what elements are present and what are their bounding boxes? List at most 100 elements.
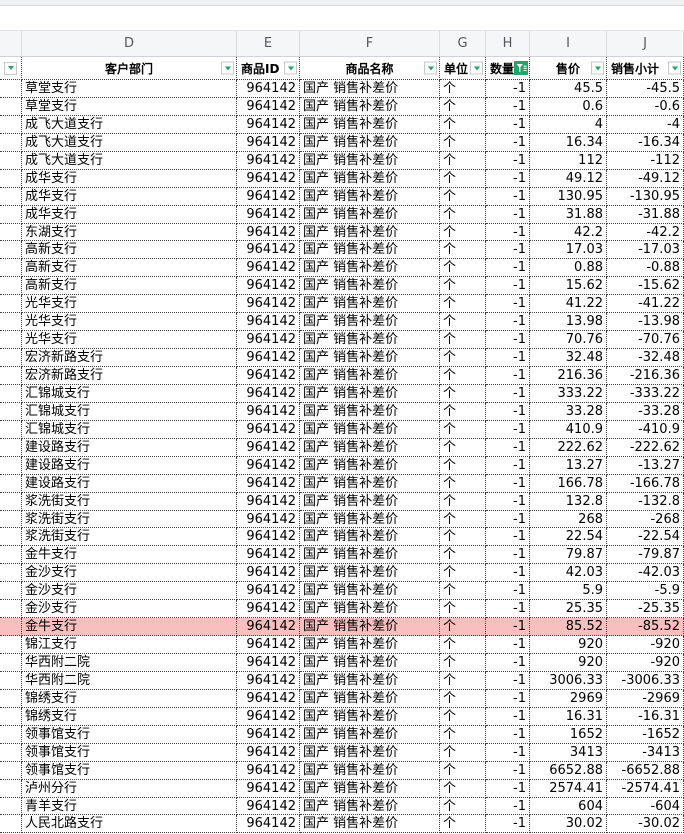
cell-subtotal[interactable]: -6652.88 (607, 761, 684, 780)
cell-unit[interactable]: 个 (440, 169, 486, 188)
cell-subtotal[interactable]: -16.31 (607, 707, 684, 726)
cell-price[interactable]: 222.62 (530, 438, 607, 457)
cell-qty[interactable]: -1 (486, 205, 530, 224)
cell-product-name[interactable]: 国产 销售补差价 (300, 743, 440, 762)
cell-product-name[interactable]: 国产 销售补差价 (300, 707, 440, 726)
cell-unit[interactable]: 个 (440, 797, 486, 816)
cell-unit[interactable]: 个 (440, 349, 486, 367)
cell-product-id[interactable]: 964142 (237, 636, 300, 654)
cell-unit[interactable]: 个 (440, 97, 486, 116)
cell-dept[interactable]: 高新支行 (22, 241, 237, 260)
column-header-f[interactable]: F (300, 31, 440, 56)
cell-product-name[interactable]: 国产 销售补差价 (300, 295, 440, 314)
cell-product-id[interactable]: 964142 (237, 402, 300, 421)
cell-price[interactable]: 216.36 (530, 367, 607, 385)
cell-product-id[interactable]: 964142 (237, 546, 300, 565)
cell-unit[interactable]: 个 (440, 743, 486, 762)
cell-subtotal[interactable]: -49.12 (607, 169, 684, 188)
cell-qty[interactable]: -1 (486, 761, 530, 780)
cell-subtotal[interactable]: -112 (607, 151, 684, 170)
cell-unit[interactable]: 个 (440, 815, 486, 834)
cell-subtotal[interactable]: -3413 (607, 743, 684, 762)
cell-stub[interactable] (0, 600, 22, 619)
cell-subtotal[interactable]: -15.62 (607, 277, 684, 296)
cell-qty[interactable]: -1 (486, 151, 530, 170)
cell-price[interactable]: 31.88 (530, 205, 607, 224)
cell-unit[interactable]: 个 (440, 259, 486, 278)
cell-qty[interactable]: -1 (486, 169, 530, 188)
cell-product-id[interactable]: 964142 (237, 456, 300, 475)
cell-price[interactable]: 3413 (530, 743, 607, 762)
cell-unit[interactable]: 个 (440, 725, 486, 744)
cell-product-id[interactable]: 964142 (237, 313, 300, 332)
cell-product-id[interactable]: 964142 (237, 169, 300, 188)
cell-qty[interactable]: -1 (486, 618, 530, 637)
cell-dept[interactable]: 草堂支行 (22, 97, 237, 116)
cell-price[interactable]: 920 (530, 654, 607, 672)
filter-cell-product-name[interactable]: 商品名称 (300, 57, 440, 80)
cell-subtotal[interactable]: -85.52 (607, 618, 684, 637)
cell-product-id[interactable]: 964142 (237, 582, 300, 601)
cell-price[interactable]: 49.12 (530, 169, 607, 188)
cell-subtotal[interactable]: -33.28 (607, 402, 684, 421)
cell-price[interactable]: 42.03 (530, 564, 607, 583)
cell-product-name[interactable]: 国产 销售补差价 (300, 815, 440, 834)
cell-unit[interactable]: 个 (440, 402, 486, 421)
cell-qty[interactable]: -1 (486, 187, 530, 206)
cell-unit[interactable]: 个 (440, 367, 486, 385)
column-header-stub[interactable] (0, 31, 22, 56)
cell-product-id[interactable]: 964142 (237, 259, 300, 278)
cell-price[interactable]: 6652.88 (530, 761, 607, 780)
active-funnel-filter-icon[interactable] (514, 61, 528, 75)
cell-stub[interactable] (0, 743, 22, 762)
cell-product-id[interactable]: 964142 (237, 743, 300, 762)
filter-cell-product-id[interactable]: 商品ID (237, 57, 300, 80)
cell-dept[interactable]: 成飞大道支行 (22, 115, 237, 134)
cell-product-id[interactable]: 964142 (237, 115, 300, 134)
cell-product-name[interactable]: 国产 销售补差价 (300, 420, 440, 439)
cell-stub[interactable] (0, 402, 22, 421)
cell-dept[interactable]: 浆洗街支行 (22, 510, 237, 529)
cell-product-name[interactable]: 国产 销售补差价 (300, 725, 440, 744)
cell-subtotal[interactable]: -45.5 (607, 80, 684, 98)
cell-unit[interactable]: 个 (440, 564, 486, 583)
cell-subtotal[interactable]: -920 (607, 654, 684, 672)
cell-dept[interactable]: 浆洗街支行 (22, 492, 237, 511)
filter-dropdown-icon[interactable] (221, 61, 234, 75)
cell-price[interactable]: 5.9 (530, 582, 607, 601)
cell-unit[interactable]: 个 (440, 133, 486, 152)
cell-product-name[interactable]: 国产 销售补差价 (300, 97, 440, 116)
cell-dept[interactable]: 浆洗街支行 (22, 528, 237, 547)
cell-dept[interactable]: 人民北路支行 (22, 815, 237, 834)
cell-price[interactable]: 333.22 (530, 384, 607, 403)
cell-unit[interactable]: 个 (440, 510, 486, 529)
column-header-j[interactable]: J (607, 31, 684, 56)
cell-dept[interactable]: 建设路支行 (22, 474, 237, 493)
cell-product-id[interactable]: 964142 (237, 438, 300, 457)
filter-dropdown-icon[interactable] (284, 61, 297, 75)
cell-dept[interactable]: 光华支行 (22, 331, 237, 350)
cell-qty[interactable]: -1 (486, 671, 530, 690)
cell-product-name[interactable]: 国产 销售补差价 (300, 510, 440, 529)
filter-cell-stub[interactable] (0, 57, 22, 80)
cell-price[interactable]: 16.34 (530, 133, 607, 152)
cell-qty[interactable]: -1 (486, 815, 530, 834)
cell-dept[interactable]: 建设路支行 (22, 456, 237, 475)
cell-qty[interactable]: -1 (486, 241, 530, 260)
cell-qty[interactable]: -1 (486, 779, 530, 798)
cell-product-id[interactable]: 964142 (237, 600, 300, 619)
cell-unit[interactable]: 个 (440, 492, 486, 511)
column-header-i[interactable]: I (530, 31, 607, 56)
cell-product-name[interactable]: 国产 销售补差价 (300, 115, 440, 134)
cell-unit[interactable]: 个 (440, 205, 486, 224)
cell-unit[interactable]: 个 (440, 384, 486, 403)
cell-price[interactable]: 22.54 (530, 528, 607, 547)
cell-subtotal[interactable]: -5.9 (607, 582, 684, 601)
column-header-e[interactable]: E (237, 31, 300, 56)
cell-product-name[interactable]: 国产 销售补差价 (300, 402, 440, 421)
cell-unit[interactable]: 个 (440, 582, 486, 601)
cell-qty[interactable]: -1 (486, 367, 530, 385)
cell-dept[interactable]: 草堂支行 (22, 80, 237, 98)
cell-product-id[interactable]: 964142 (237, 492, 300, 511)
cell-stub[interactable] (0, 546, 22, 565)
